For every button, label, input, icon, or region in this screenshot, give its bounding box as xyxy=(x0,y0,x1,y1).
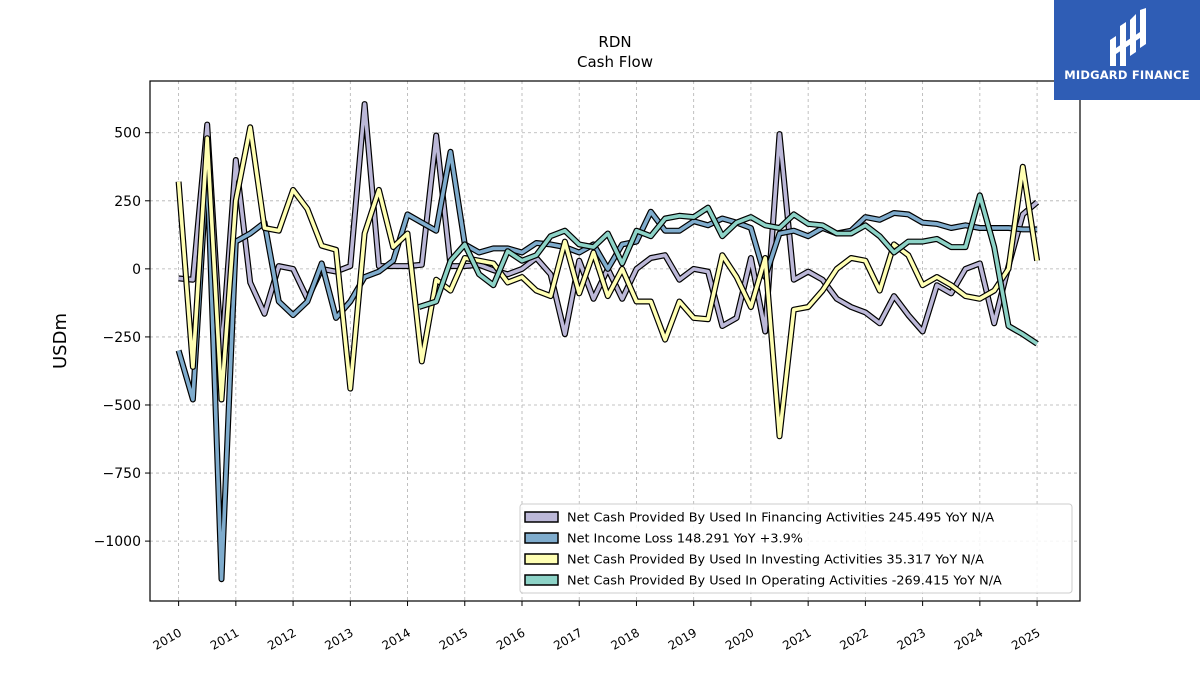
series-line xyxy=(176,125,1039,439)
x-tick-label: 2014 xyxy=(380,625,413,652)
y-tick-label: 250 xyxy=(114,194,141,210)
x-axis-ticks: 2010 2011 2012 2013 2014 2015 2016 2017 2018 2019… xyxy=(151,601,1043,653)
legend-label: Net Cash Provided By Used In Financing A… xyxy=(567,511,994,526)
x-tick-label: 2012 xyxy=(265,625,298,652)
y-tick-label: −1000 xyxy=(94,534,141,550)
plot-frame xyxy=(149,80,1081,602)
y-tick-label: −500 xyxy=(103,398,141,414)
y-tick-label: 500 xyxy=(114,126,141,142)
x-tick-label: 2019 xyxy=(666,625,699,652)
legend-label: Net Cash Provided By Used In Investing A… xyxy=(567,553,984,568)
x-tick-label: 2017 xyxy=(551,625,584,652)
y-tick-label: −750 xyxy=(103,466,141,482)
series-line-outline xyxy=(175,124,1041,440)
logo-wordmark: MIDGARD FINANCE xyxy=(1064,68,1190,82)
x-tick-label: 2020 xyxy=(723,625,756,652)
x-tick-label: 2021 xyxy=(780,625,813,652)
x-tick-label: 2024 xyxy=(952,625,985,652)
y-axis-label: USDm xyxy=(50,313,71,369)
legend-label: Net Income Loss 148.291 YoY +3.9% xyxy=(567,532,803,547)
series-3 xyxy=(418,192,1039,347)
x-tick-label: 2023 xyxy=(895,625,928,652)
legend-label: Net Cash Provided By Used In Operating A… xyxy=(567,574,1002,589)
legend-swatch xyxy=(524,532,559,544)
logo-mark-icon xyxy=(1110,8,1146,66)
x-tick-label: 2013 xyxy=(322,625,355,652)
series-line xyxy=(176,150,1038,582)
legend-swatch xyxy=(524,553,559,565)
series-2 xyxy=(175,124,1041,440)
legend-swatch xyxy=(524,574,559,586)
series-1 xyxy=(175,148,1038,583)
chart-title: RDN xyxy=(598,33,631,51)
x-tick-label: 2010 xyxy=(151,625,184,652)
x-tick-label: 2015 xyxy=(437,625,470,652)
x-tick-label: 2016 xyxy=(494,625,527,652)
y-tick-label: −250 xyxy=(103,330,141,346)
x-tick-label: 2022 xyxy=(837,625,870,652)
y-tick-label: 0 xyxy=(132,262,141,278)
series-layer xyxy=(175,101,1041,583)
x-tick-label: 2025 xyxy=(1009,625,1042,652)
midgard-finance-logo: MIDGARD FINANCE xyxy=(1054,0,1200,100)
legend-swatch xyxy=(524,511,559,523)
series-line xyxy=(418,193,1039,346)
x-tick-label: 2018 xyxy=(609,625,642,652)
legend-box xyxy=(519,503,1073,594)
legend: Net Cash Provided By Used In Financing A… xyxy=(519,503,1073,594)
x-tick-label: 2011 xyxy=(208,625,241,652)
series-line-outline xyxy=(178,101,1040,359)
series-0 xyxy=(178,101,1040,359)
y-axis-ticks: 500 250 0 −250 −500 −750 −1000 xyxy=(94,126,150,550)
chart-subtitle: Cash Flow xyxy=(577,53,653,71)
